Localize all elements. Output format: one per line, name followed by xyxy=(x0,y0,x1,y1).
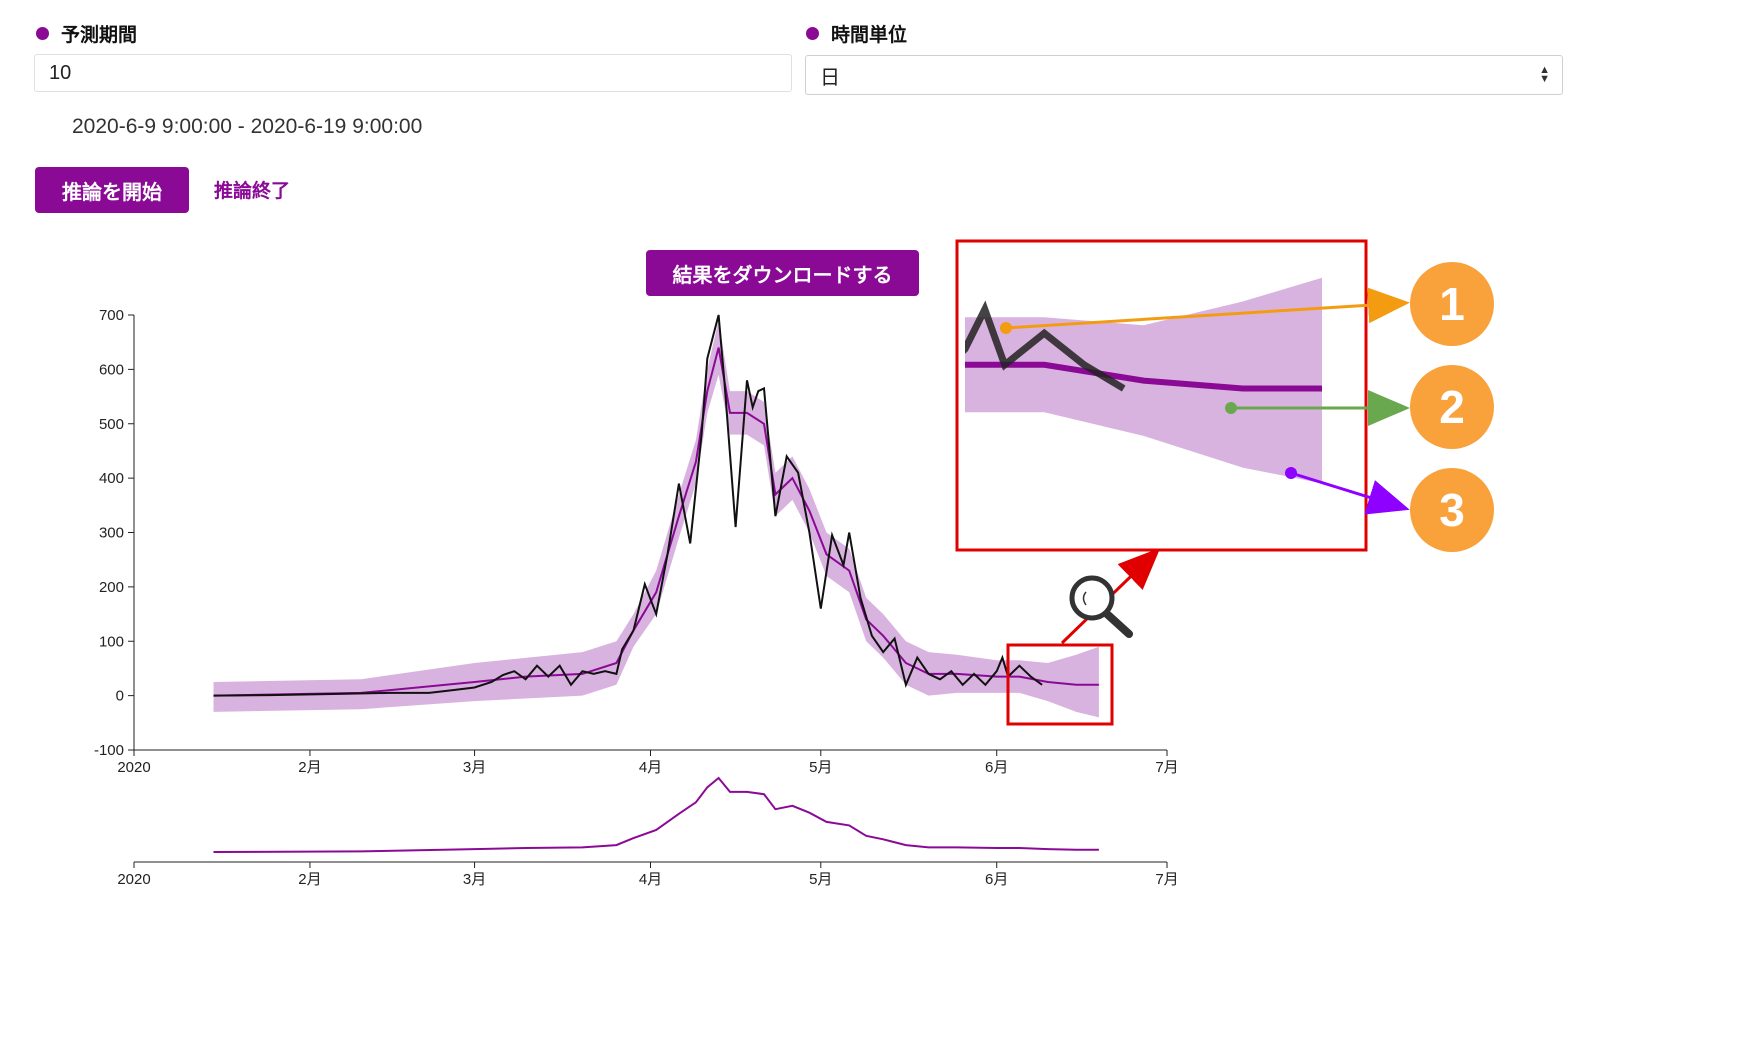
select-arrows-icon: ▲ ▼ xyxy=(1539,64,1550,85)
callout-point-2 xyxy=(1225,402,1237,414)
highlight-box xyxy=(1006,643,1114,726)
context-x-axis: 2020 2月 3月 4月 5月 6月 7月 xyxy=(117,861,1179,888)
callout-point-1 xyxy=(1000,322,1012,334)
x-axis-tick-label: 2月 xyxy=(298,759,321,776)
x-axis: 2020 2月 3月 4月 5月 6月 7月 xyxy=(117,749,1179,776)
context-x-axis-tick-label: 6月 xyxy=(985,871,1008,888)
magnifier-icon xyxy=(1069,575,1133,638)
y-tick-label: 600 xyxy=(99,361,124,378)
time-unit-label-text: 時間単位 xyxy=(831,24,908,46)
y-tick-label: 300 xyxy=(99,525,124,542)
callout-point-3 xyxy=(1285,467,1297,479)
y-tick-label: 500 xyxy=(99,416,124,433)
context-x-axis-tick-label: 7月 xyxy=(1155,871,1178,888)
download-results-button[interactable]: 結果をダウンロードする xyxy=(646,250,919,296)
callout-1-label: 1 xyxy=(1439,278,1465,330)
x-axis-tick-label: 3月 xyxy=(463,759,486,776)
date-range-text: 2020-6-9 9:00:00 - 2020-6-19 9:00:00 xyxy=(72,115,423,138)
main-plot xyxy=(213,314,1099,718)
context-x-axis-tick-label: 4月 xyxy=(639,871,662,888)
callout-2: 2 xyxy=(1410,365,1494,449)
zoom-inset xyxy=(965,277,1322,484)
context-x-axis-tick-label: 2月 xyxy=(298,871,321,888)
callout-3-label: 3 xyxy=(1439,484,1465,536)
time-unit-select[interactable]: 日 ▲ ▼ xyxy=(805,55,1563,95)
bullet-icon xyxy=(36,27,49,40)
x-axis-tick-label: 4月 xyxy=(639,759,662,776)
x-axis-tick-label: 7月 xyxy=(1155,759,1178,776)
context-plot xyxy=(213,776,1099,853)
time-unit-label: 時間単位 xyxy=(806,20,907,47)
y-axis: -100 0 100 200 300 400 500 600 700 xyxy=(94,307,135,759)
forecast-period-label: 予測期間 xyxy=(36,20,137,47)
context-x-axis-tick-label: 3月 xyxy=(463,871,486,888)
context-x-axis-tick-label: 5月 xyxy=(809,871,832,888)
callout-arrow-3 xyxy=(1290,471,1410,515)
end-inference-link[interactable]: 推論終了 xyxy=(214,180,291,202)
start-inference-button[interactable]: 推論を開始 xyxy=(35,167,189,213)
x-axis-tick-label: 5月 xyxy=(809,759,832,776)
context-x-axis-tick-label: 2020 xyxy=(117,871,150,888)
callout-3: 3 xyxy=(1410,468,1494,552)
context-line xyxy=(213,776,1099,853)
zoom-actual-line xyxy=(965,300,1126,392)
x-axis-tick-label: 6月 xyxy=(985,759,1008,776)
y-tick-label: 0 xyxy=(116,688,124,705)
forecast-period-input[interactable]: 10 xyxy=(34,54,792,92)
forecast-period-label-text: 予測期間 xyxy=(61,24,138,46)
y-tick-label: 100 xyxy=(99,633,124,650)
y-tick-label: 200 xyxy=(99,579,124,596)
x-axis-tick-label: 2020 xyxy=(117,759,150,776)
callout-2-label: 2 xyxy=(1439,381,1465,433)
forecast-band xyxy=(213,320,1099,718)
callout-1: 1 xyxy=(1410,262,1494,346)
forecast-period-value: 10 xyxy=(49,61,72,84)
actual-line xyxy=(213,314,1043,697)
callout-arrow-1 xyxy=(1005,287,1410,330)
time-unit-value: 日 xyxy=(820,66,840,89)
y-tick-label: 700 xyxy=(99,307,124,324)
y-tick-label: 400 xyxy=(99,470,124,487)
y-tick-label: -100 xyxy=(94,742,124,759)
bullet-icon xyxy=(806,27,819,40)
